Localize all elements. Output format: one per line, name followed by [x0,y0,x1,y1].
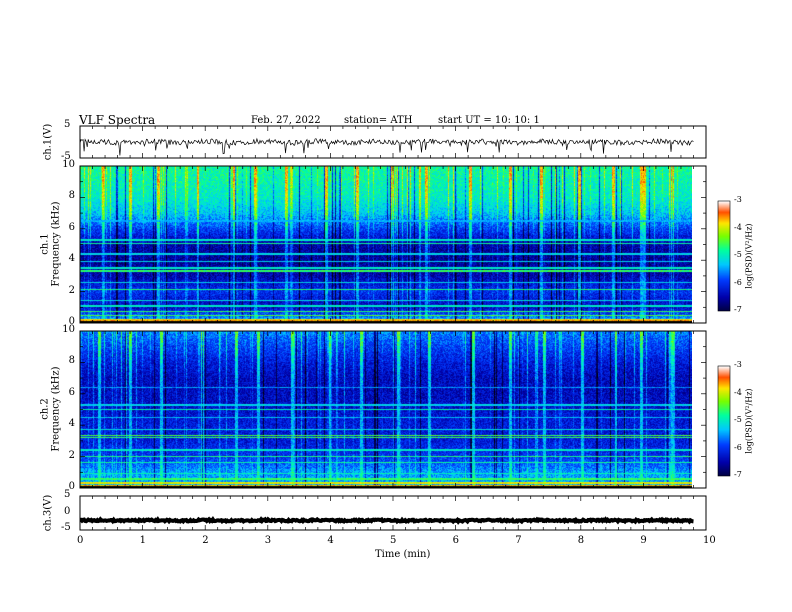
colorbar-tick-label: -5 [734,250,742,259]
ch2-spectrogram-ylabel: Frequency (kHz) [50,366,62,452]
spectrogram-ytick-label: 6 [68,386,75,398]
ch1-spectrogram-ylabel-channel: ch.1 [39,233,51,255]
spectrogram-ytick-label: 10 [62,159,75,170]
spectrogram-ytick-label: 0 [68,316,75,327]
ch1-ytick-label: -5 [61,151,71,162]
colorbar-tick-label: -3 [734,360,742,369]
ch2-colorbar [718,366,730,476]
ch3-waveform-panel [79,495,707,531]
x-tick-label: 1 [139,535,146,546]
header-station: station= ATH [344,115,413,126]
colorbar-tick-label: -4 [734,222,742,232]
spectrogram-ytick-label: 6 [68,221,75,233]
ch1-spectrogram-ylabel: Frequency (kHz) [50,201,62,287]
axis-ticks [79,126,707,530]
ch3-ytick-label: 0 [64,506,71,517]
x-tick-label: 3 [264,535,272,546]
x-tick-label: 10 [703,535,716,546]
ch1-colorbar-frame [717,200,731,312]
colorbar-tick-label: -3 [734,195,742,204]
spectrogram-ytick-label: 8 [68,355,75,367]
spectrogram-ytick-label: 10 [62,324,75,335]
ch2-spectrogram-image [80,331,692,488]
x-tick-label: 7 [515,535,522,546]
colorbar-tick-label: -5 [734,415,742,424]
x-tick-label: 0 [77,535,84,546]
ch1-waveform-trace [79,137,694,156]
colorbar-tick-label: -6 [734,277,742,287]
ch3-ytick-label: 5 [64,489,71,500]
figure-title: VLF Spectra [79,113,156,127]
x-tick-label: 4 [327,535,334,546]
x-tick-label: 6 [452,535,459,546]
colorbar-tick-label: -7 [734,470,742,479]
colorbar-tick-label: -4 [734,387,742,397]
ch3-waveform-frame [79,495,707,531]
x-tick-label: 5 [390,535,397,546]
ch1-spectrogram-image [80,166,692,323]
ch1-waveform-ylabel: ch.1(V) [42,123,54,161]
ch3-ytick-label: -5 [61,522,71,533]
ch1-spectrogram-panel [79,165,707,324]
colorbar-tick-label: -6 [734,442,742,452]
spectrogram-ytick-label: 8 [68,190,75,202]
ch3-waveform-ylabel: ch.3(V) [42,494,54,532]
spectrogram-ytick-label: 0 [68,481,75,492]
ch1-ytick-label: 5 [64,119,71,130]
spectrogram-ytick-label: 2 [68,284,75,296]
x-tick-label: 9 [640,535,647,546]
ch2-spectrogram-panel [79,330,707,489]
spectrogram-ytick-label: 2 [68,449,75,461]
colorbar-tick-label: -7 [734,305,742,314]
ch1-colorbar [718,201,730,311]
spectrogram-ytick-label: 4 [68,253,75,265]
ch2-spectrogram-ylabel-channel: ch.2 [39,398,51,420]
ch2-colorbar-label: log(PSD)(V²/Hz) [744,388,754,454]
x-tick-label: 2 [202,535,209,546]
spectrogram-ytick-label: 4 [68,418,75,430]
header-start-time: start UT = 10: 10: 1 [438,115,540,126]
x-axis-label: Time (min) [375,549,431,560]
ch1-colorbar-label: log(PSD)(V²/Hz) [744,223,754,289]
x-tick-label: 8 [577,535,585,546]
header-date: Feb. 27, 2022 [251,115,321,126]
ch3-waveform-trace [79,515,694,525]
ch2-colorbar-frame [717,365,731,477]
